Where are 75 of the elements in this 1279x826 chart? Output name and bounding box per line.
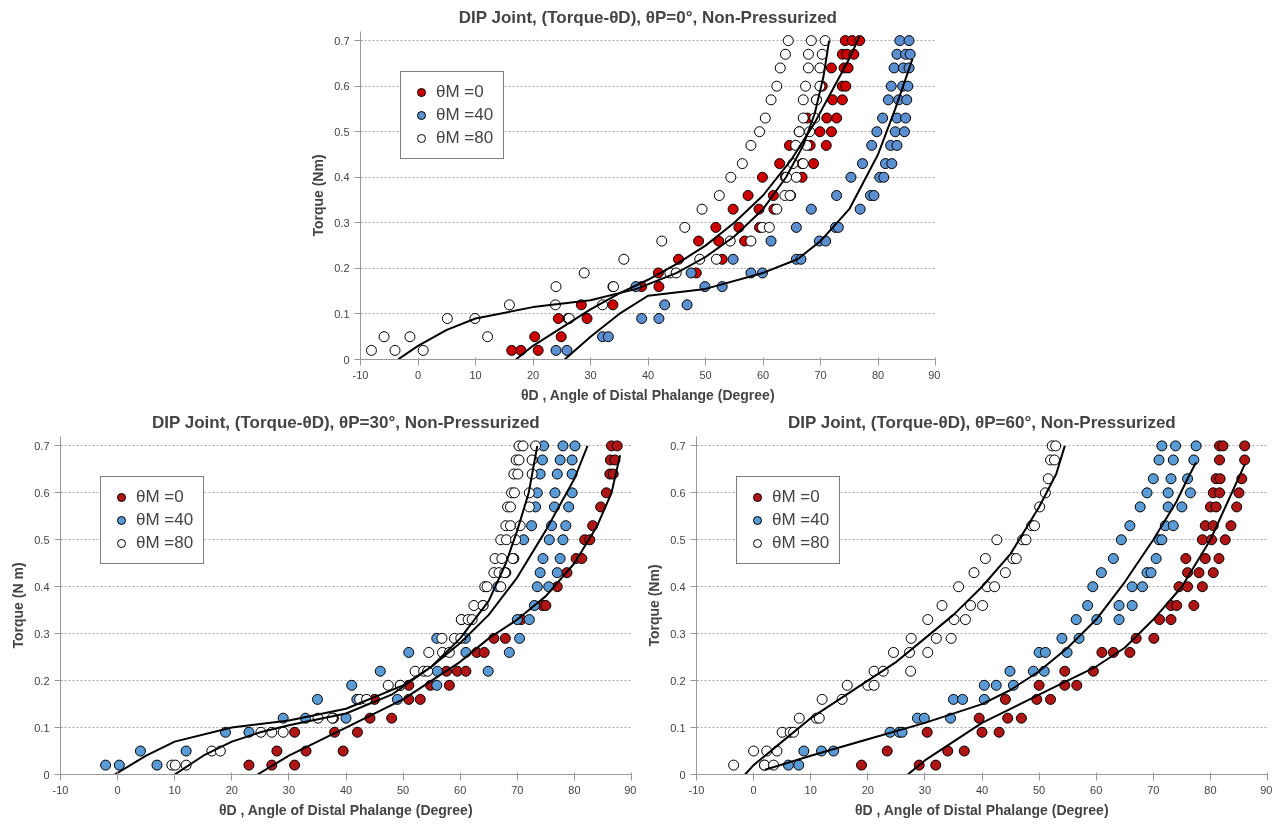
x-tick-label: 30 xyxy=(584,368,597,381)
x-tick-label: 80 xyxy=(871,368,885,381)
y-tick-label: 0.7 xyxy=(34,439,50,452)
x-tick-label: 60 xyxy=(1090,783,1103,796)
y-tick-label: 0.7 xyxy=(334,34,350,47)
x-tick-label: 50 xyxy=(699,368,712,381)
y-tick-label: 0.6 xyxy=(670,486,686,499)
x-axis-title: θD , Angle of Distal Phalange (Degree) xyxy=(520,386,775,403)
legend-label: θM =0 xyxy=(772,487,820,507)
legend-label: θM =0 xyxy=(436,82,484,102)
y-tick-label: 0.7 xyxy=(670,439,686,452)
x-tick-label: 80 xyxy=(1204,783,1217,796)
x-tick-label: 20 xyxy=(225,783,238,796)
y-tick-label: 0.2 xyxy=(670,674,686,687)
y-tick-label: 0.6 xyxy=(34,486,50,499)
y-tick-label: 0.3 xyxy=(34,627,50,640)
x-tick-label: 90 xyxy=(928,368,941,381)
x-axis-title: θD , Angle of Distal Phalange (Degree) xyxy=(218,801,473,818)
y-tick-label: 0.4 xyxy=(334,171,350,184)
y-tick-label: 0.1 xyxy=(34,721,50,734)
y-tick-label: 0.3 xyxy=(670,627,686,640)
chart-title: DIP Joint, (Torque-θD), θP=30°, Non-Pressurized xyxy=(151,412,540,432)
x-tick-label: 70 xyxy=(1147,783,1160,796)
y-tick-label: 0.3 xyxy=(334,216,350,229)
x-tick-label: 60 xyxy=(454,783,467,796)
x-tick-label: 80 xyxy=(568,783,581,796)
y-tick-label: 0.1 xyxy=(334,307,350,320)
x-tick-label: 0 xyxy=(750,783,757,796)
chart-title: DIP Joint, (Torque-θD), θP=0°, Non-Pressurized xyxy=(458,7,837,27)
x-tick-label: -10 xyxy=(352,368,369,381)
legend-label: θM =40 xyxy=(772,510,830,530)
y-axis-title: Torque (Nm) xyxy=(646,564,663,647)
x-tick-label: 90 xyxy=(1260,783,1273,796)
y-tick-label: 0 xyxy=(43,768,50,781)
chart-title: DIP Joint, (Torque-θD), θP=60°, Non-Pressurized xyxy=(787,412,1176,432)
x-tick-label: 0 xyxy=(114,783,121,796)
y-tick-label: 0 xyxy=(679,768,686,781)
legend-label: θM =80 xyxy=(436,128,494,148)
x-tick-label: 50 xyxy=(396,783,410,796)
y-tick-label: 0.2 xyxy=(34,674,50,687)
x-tick-label: 30 xyxy=(918,783,932,796)
legend-label: θM =40 xyxy=(136,510,194,530)
y-tick-label: 0 xyxy=(343,353,350,366)
x-tick-label: 70 xyxy=(814,368,827,381)
x-axis-title: θD , Angle of Distal Phalange (Degree) xyxy=(854,801,1109,818)
legend-label: θM =0 xyxy=(136,487,184,507)
x-tick-label: -10 xyxy=(688,783,705,796)
x-tick-label: 30 xyxy=(282,783,296,796)
x-tick-label: 50 xyxy=(1032,783,1046,796)
y-axis-title: Torque (Nm) xyxy=(310,154,327,237)
y-tick-label: 0.5 xyxy=(670,533,686,546)
y-tick-label: 0.5 xyxy=(34,533,50,546)
y-tick-label: 0.5 xyxy=(334,125,350,138)
x-tick-label: 10 xyxy=(168,783,181,796)
x-tick-label: 10 xyxy=(469,368,482,381)
x-tick-label: 40 xyxy=(975,783,989,796)
y-tick-label: 0.4 xyxy=(34,580,50,593)
x-tick-label: 40 xyxy=(641,368,655,381)
x-tick-label: 40 xyxy=(339,783,353,796)
x-tick-label: 20 xyxy=(526,368,540,381)
y-axis-title: Torque (N m) xyxy=(10,562,27,649)
legend-label: θM =40 xyxy=(436,105,494,125)
x-tick-label: 20 xyxy=(861,783,874,796)
y-tick-label: 0.4 xyxy=(670,580,686,593)
x-tick-label: 70 xyxy=(511,783,524,796)
legend-label: θM =80 xyxy=(772,533,830,553)
x-tick-label: -10 xyxy=(52,783,69,796)
legend-label: θM =80 xyxy=(136,533,194,553)
x-tick-label: 90 xyxy=(624,783,637,796)
y-tick-label: 0.6 xyxy=(334,80,350,93)
x-tick-label: 60 xyxy=(756,368,770,381)
y-tick-label: 0.1 xyxy=(670,721,686,734)
x-tick-label: 0 xyxy=(414,368,422,381)
x-tick-label: 10 xyxy=(804,783,817,796)
y-tick-label: 0.2 xyxy=(334,262,350,275)
